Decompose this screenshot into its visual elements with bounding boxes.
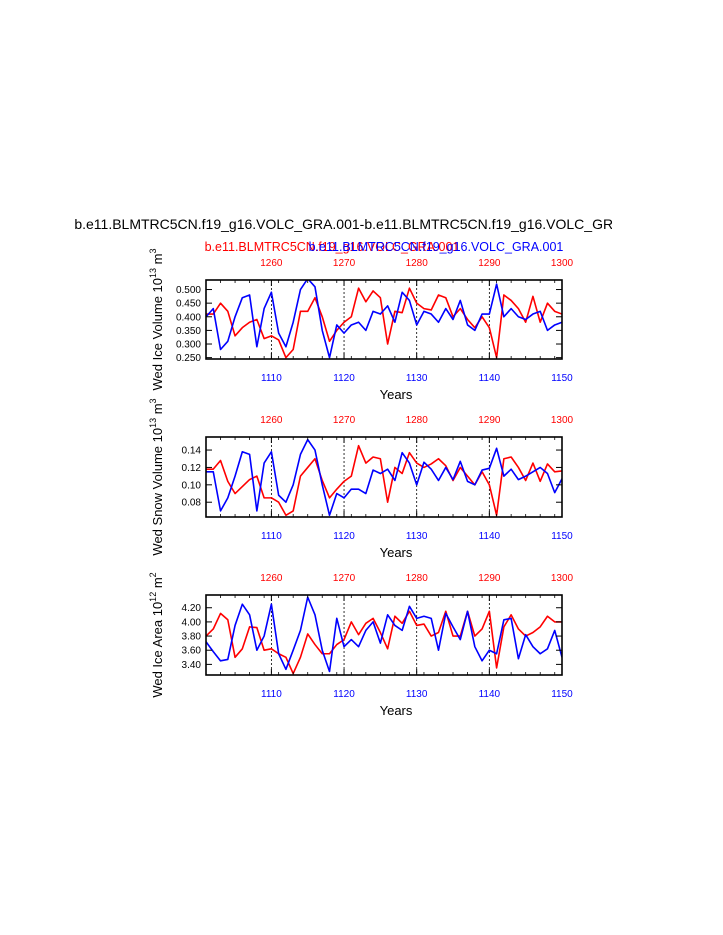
y-tick-label: 3.40 — [182, 660, 202, 671]
x-top-tick-label: 1300 — [551, 573, 574, 584]
x-top-tick-label: 1270 — [333, 258, 356, 269]
red-series-line — [206, 287, 562, 359]
blue-series-line — [206, 596, 562, 673]
x-bottom-tick-label: 1130 — [406, 373, 428, 384]
x-top-tick-label: 1290 — [478, 258, 501, 269]
y-tick-label: 0.300 — [176, 340, 201, 351]
red-series-line — [206, 444, 562, 517]
x-bottom-tick-label: 1140 — [479, 373, 501, 384]
x-top-tick-label: 1280 — [406, 258, 429, 269]
red-series-line — [206, 610, 562, 675]
y-axis-title: Wed Snow Volume 1013 m3 — [148, 398, 165, 555]
x-top-tick-label: 1290 — [478, 415, 501, 426]
x-top-tick-label: 1260 — [260, 573, 283, 584]
y-axis-title: Wed Ice Volume 1013 m3 — [148, 249, 165, 391]
x-bottom-tick-label: 1130 — [406, 531, 428, 542]
x-top-tick-label: 1280 — [406, 415, 429, 426]
x-top-tick-label: 1300 — [551, 258, 574, 269]
x-bottom-tick-label: 1110 — [261, 531, 282, 542]
x-bottom-tick-label: 1150 — [551, 373, 573, 384]
chart-panels: 0.500 0.450 0.400 0.350 0.300 0.250 1110 1120 11… — [148, 249, 574, 718]
subtitle-blue: b.e11.BLMTRC5CN.f19_g16.VOLC_GRA.001 — [309, 240, 564, 254]
y-tick-label: 3.80 — [182, 632, 202, 643]
y-tick-label: 3.60 — [182, 646, 202, 657]
x-bottom-tick-label: 1140 — [479, 531, 501, 542]
x-bottom-tick-label: 1120 — [333, 689, 355, 700]
plot-frame — [205, 279, 563, 360]
y-tick-label: 0.10 — [182, 480, 202, 491]
y-tick-label: 0.08 — [182, 498, 202, 509]
x-axis-title: Years — [380, 545, 413, 560]
x-top-tick-label: 1270 — [333, 415, 356, 426]
chart-panel-3: 4.20 4.00 3.80 3.60 3.40 1110 1120 1130 1140 1150… — [148, 572, 574, 718]
x-bottom-tick-label: 1150 — [551, 531, 573, 542]
chart-panel-2: 0.14 0.12 0.10 0.08 1110 1120 1130 1140 1150 1260… — [148, 398, 574, 560]
x-bottom-tick-label: 1120 — [333, 531, 355, 542]
x-bottom-tick-label: 1130 — [406, 689, 428, 700]
x-bottom-tick-label: 1120 — [333, 373, 355, 384]
y-tick-label: 0.400 — [176, 312, 201, 323]
y-tick-label: 0.500 — [176, 285, 201, 296]
plot-frame — [205, 436, 563, 518]
y-tick-label: 0.12 — [182, 463, 202, 474]
y-tick-label: 0.14 — [182, 446, 202, 457]
figure-title: b.e11.BLMTRC5CN.f19_g16.VOLC_GRA.001-b.e… — [74, 216, 650, 232]
x-bottom-tick-label: 1110 — [261, 373, 282, 384]
x-top-tick-label: 1260 — [260, 415, 283, 426]
x-top-tick-label: 1260 — [260, 258, 283, 269]
subtitle-red: b.e11.BLMTRC5CN.f19_g16.VOLC_GRA.001 — [205, 240, 460, 254]
y-tick-label: 4.00 — [182, 617, 202, 628]
x-top-tick-label: 1290 — [478, 573, 501, 584]
y-tick-label: 0.350 — [176, 326, 201, 337]
blue-series-line — [206, 438, 562, 517]
x-bottom-tick-label: 1140 — [479, 689, 501, 700]
x-bottom-tick-label: 1150 — [551, 689, 573, 700]
y-tick-label: 0.450 — [176, 299, 201, 310]
plot-frame — [205, 594, 563, 676]
x-top-tick-label: 1280 — [406, 573, 429, 584]
x-axis-title: Years — [380, 703, 413, 718]
chart-panel-1: 0.500 0.450 0.400 0.350 0.300 0.250 1110 1120 11… — [148, 249, 574, 402]
x-top-tick-label: 1300 — [551, 415, 574, 426]
y-tick-label: 4.20 — [182, 603, 202, 614]
x-top-tick-label: 1270 — [333, 573, 356, 584]
x-axis-title: Years — [380, 387, 413, 402]
x-bottom-tick-label: 1110 — [261, 689, 282, 700]
y-axis-title: Wed Ice Area 1012 m2 — [148, 572, 165, 697]
blue-series-line — [206, 280, 562, 359]
y-tick-label: 0.250 — [176, 353, 201, 364]
